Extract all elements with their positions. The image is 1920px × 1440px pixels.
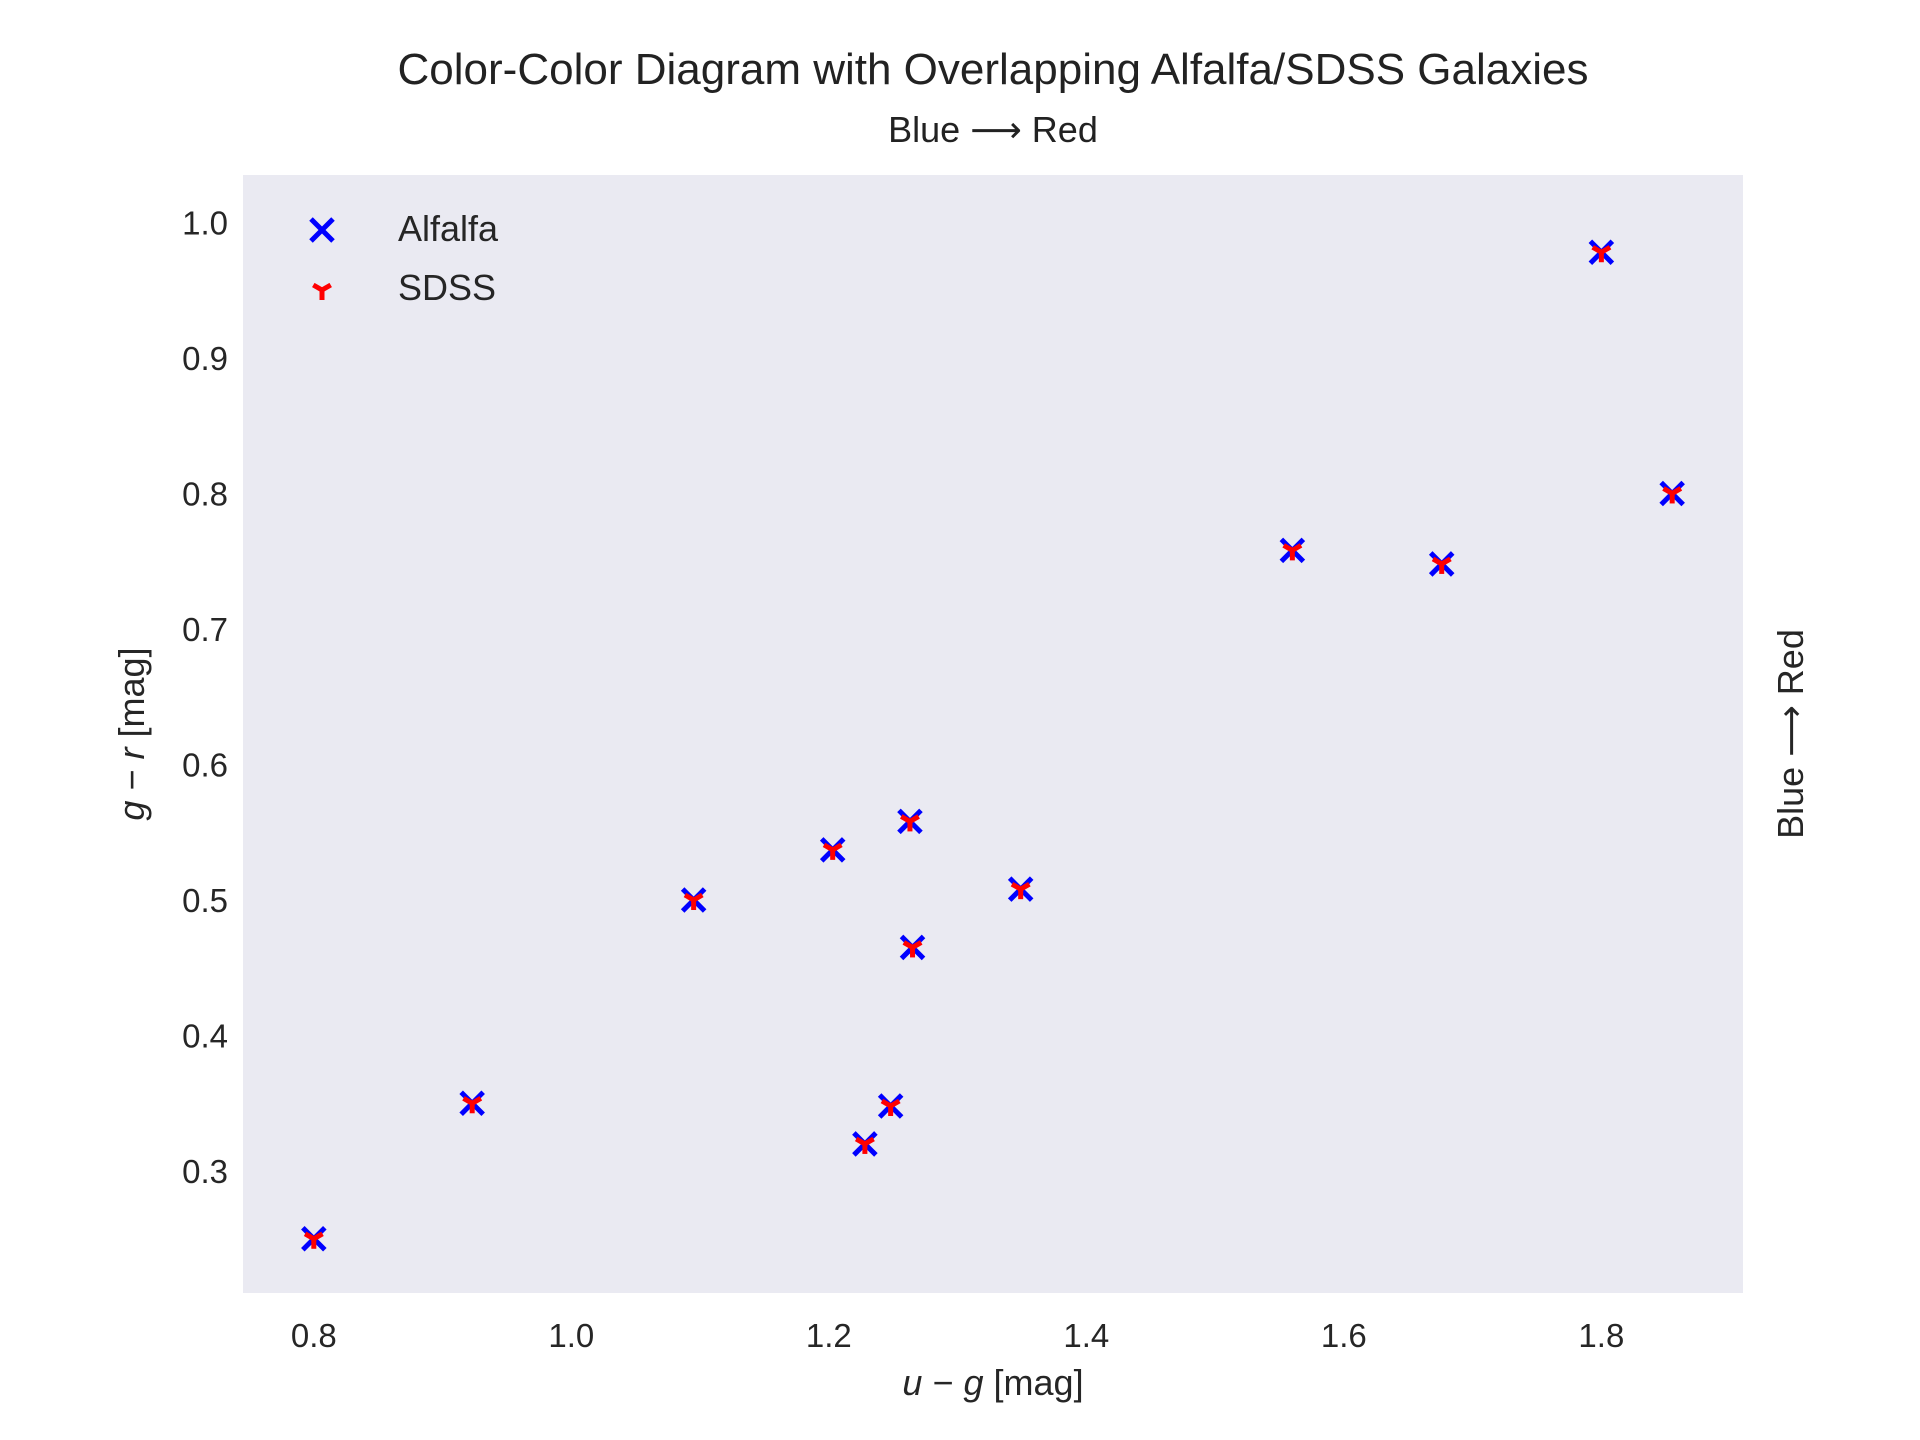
sdss-point	[902, 940, 923, 958]
x-tick-label: 1.6	[1321, 1317, 1367, 1354]
sdss-point	[1282, 543, 1303, 561]
legend-label-alfalfa: Alfalfa	[398, 208, 499, 249]
x-tick-label: 1.0	[548, 1317, 594, 1354]
sdss-point	[462, 1096, 483, 1114]
y-tick-label: 0.3	[182, 1153, 228, 1190]
x-tick-label: 1.8	[1578, 1317, 1624, 1354]
sdss-point	[900, 814, 920, 832]
x-axis: 0.8 1.0 1.2 1.4 1.6 1.8	[291, 1317, 1624, 1354]
legend-label-sdss: SDSS	[398, 267, 496, 308]
x-axis-label: u − g [mag]	[902, 1362, 1083, 1403]
sdss-point	[683, 892, 704, 911]
legend: Alfalfa SDSS	[309, 208, 499, 308]
sdss-point	[854, 1136, 875, 1154]
x-tick-label: 0.8	[291, 1317, 337, 1354]
sdss-point	[822, 842, 843, 860]
y-tick-label: 0.8	[182, 475, 228, 512]
chart-subtitle: Blue ⟶ Red	[888, 109, 1098, 150]
sdss-point	[1662, 486, 1683, 504]
y-tick-label: 0.5	[182, 882, 228, 919]
plot-area	[243, 175, 1743, 1293]
sdss-point	[1010, 881, 1031, 900]
y-tick-label: 1.0	[182, 204, 228, 241]
y-tick-label: 0.7	[182, 611, 228, 648]
y-axis-label: g − r [mag]	[111, 647, 152, 820]
legend-marker-alfalfa	[309, 217, 335, 243]
sdss-point	[303, 1231, 324, 1249]
alfalfa-point	[309, 217, 335, 243]
x-tick-label: 1.2	[806, 1317, 852, 1354]
right-axis-label: Blue ⟶ Red	[1770, 629, 1811, 839]
sdss-point	[880, 1098, 901, 1116]
sdss-point	[1591, 245, 1612, 263]
y-tick-label: 0.4	[182, 1018, 228, 1055]
x-tick-label: 1.4	[1063, 1317, 1109, 1354]
y-tick-label: 0.9	[182, 340, 228, 377]
sdss-legend-glyph	[312, 282, 332, 300]
legend-marker-sdss	[312, 282, 332, 300]
sdss-point	[1431, 556, 1452, 574]
y-tick-label: 0.6	[182, 746, 228, 783]
y-axis: 0.3 0.4 0.5 0.6 0.7 0.8 0.9 1.0	[182, 204, 228, 1190]
data-points	[301, 239, 1685, 1252]
chart-title: Color-Color Diagram with Overlapping Alf…	[398, 45, 1589, 94]
